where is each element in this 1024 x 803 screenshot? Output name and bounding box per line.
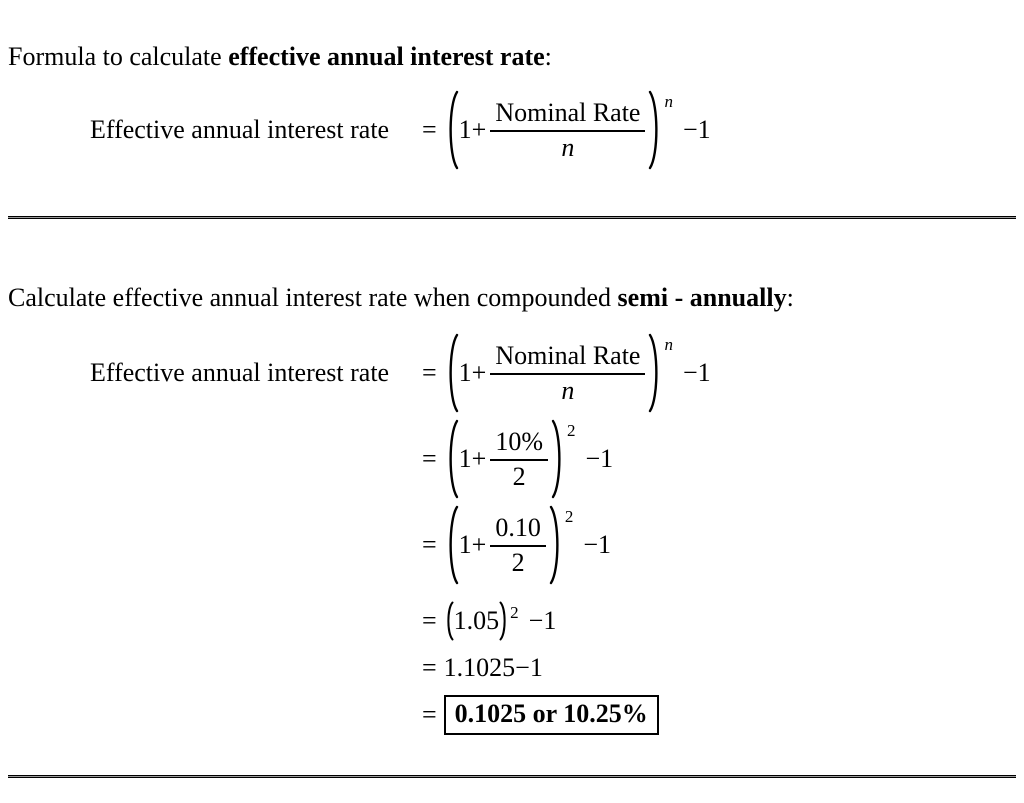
minus-one: −1 bbox=[585, 444, 614, 473]
derivation-step-4: = 1.05 2 −1 bbox=[90, 601, 711, 641]
fraction-numerator: 10% bbox=[490, 427, 549, 461]
fraction: 10% 2 bbox=[490, 427, 549, 491]
equation-rhs: = 1+ Nominal Rate n n −1 bbox=[422, 333, 711, 413]
fraction-numerator: 0.10 bbox=[490, 513, 546, 547]
minus-one: −1 bbox=[682, 115, 711, 144]
fraction: 0.10 2 bbox=[490, 513, 546, 577]
derivation-block: Effective annual interest rate = 1+ Nomi… bbox=[90, 333, 711, 735]
section1-heading-bold: effective annual interest rate bbox=[228, 42, 545, 71]
term-one-plus: 1+ bbox=[458, 115, 487, 144]
close-paren-icon bbox=[648, 90, 663, 170]
section1-heading-prefix: Formula to calculate bbox=[8, 42, 229, 71]
term-one-plus: 1+ bbox=[458, 530, 487, 559]
fraction-denominator: 2 bbox=[512, 461, 526, 491]
term-one-plus: 1+ bbox=[458, 358, 487, 387]
equals-sign: = bbox=[422, 606, 437, 635]
equals-sign: = bbox=[422, 700, 437, 729]
equation-rhs: = 1+ Nominal Rate n n −1 bbox=[422, 90, 711, 170]
derivation-step-5: = 1.1025−1 bbox=[90, 653, 711, 683]
close-paren-icon bbox=[551, 419, 566, 499]
open-paren-icon bbox=[444, 601, 454, 641]
minus-one: −1 bbox=[528, 606, 557, 635]
derivation-step-3: = 1+ 0.10 2 2 −1 bbox=[90, 505, 711, 585]
term-one-plus: 1+ bbox=[458, 444, 487, 473]
close-paren-icon bbox=[499, 601, 509, 641]
equation-lhs-label: Effective annual interest rate bbox=[90, 358, 390, 387]
base-value: 1.05 bbox=[453, 606, 500, 635]
open-paren-icon bbox=[444, 90, 459, 170]
equation-lhs: Effective annual interest rate bbox=[90, 115, 422, 145]
equation-rhs: = 0.1025 or 10.25% bbox=[422, 695, 659, 735]
exponent: 2 bbox=[510, 603, 519, 622]
final-answer-box: 0.1025 or 10.25% bbox=[443, 695, 659, 735]
section2-heading-prefix: Calculate effective annual interest rate… bbox=[8, 283, 618, 312]
horizontal-rule-bottom bbox=[8, 775, 1016, 778]
exponent: n bbox=[664, 335, 673, 354]
derivation-step-1: Effective annual interest rate = 1+ Nomi… bbox=[90, 333, 711, 413]
section2-heading-suffix: : bbox=[786, 283, 794, 312]
fraction-denominator: n bbox=[561, 132, 575, 162]
open-paren-icon bbox=[444, 419, 459, 499]
minus-one: −1 bbox=[583, 530, 612, 559]
horizontal-rule-top bbox=[8, 216, 1016, 219]
equals-sign: = bbox=[422, 444, 437, 473]
section2-heading: Calculate effective annual interest rate… bbox=[8, 282, 794, 313]
equals-sign: = bbox=[422, 530, 437, 559]
equation-lhs-label: Effective annual interest rate bbox=[90, 115, 390, 144]
open-paren-icon bbox=[444, 333, 459, 413]
equals-sign: = bbox=[422, 653, 437, 682]
equation-rhs: = 1+ 10% 2 2 −1 bbox=[422, 419, 613, 499]
equals-sign: = bbox=[422, 358, 437, 387]
fraction-numerator: Nominal Rate bbox=[490, 341, 646, 375]
section1-heading-suffix: : bbox=[544, 42, 552, 71]
open-paren-icon bbox=[444, 505, 459, 585]
derivation-step-2: = 1+ 10% 2 2 −1 bbox=[90, 419, 711, 499]
section2-heading-bold: semi - annually bbox=[617, 283, 787, 312]
close-paren-icon bbox=[549, 505, 564, 585]
fraction: Nominal Rate n bbox=[490, 341, 646, 405]
fraction-denominator: 2 bbox=[511, 547, 525, 577]
equals-sign: = bbox=[422, 115, 437, 144]
equation-rhs: = 1+ 0.10 2 2 −1 bbox=[422, 505, 611, 585]
exponent: 2 bbox=[564, 507, 574, 526]
derivation-step-6: = 0.1025 or 10.25% bbox=[90, 695, 711, 735]
fraction-numerator: Nominal Rate bbox=[490, 98, 646, 132]
formula-effective-rate: Effective annual interest rate = 1+ Nomi… bbox=[90, 90, 711, 170]
fraction-denominator: n bbox=[561, 375, 575, 405]
exponent: n bbox=[664, 92, 673, 111]
equation-lhs: Effective annual interest rate bbox=[90, 358, 422, 388]
section1-heading: Formula to calculate effective annual in… bbox=[8, 41, 552, 72]
minus-one: −1 bbox=[682, 358, 711, 387]
fraction: Nominal Rate n bbox=[490, 98, 646, 162]
equation-rhs: = 1.05 2 −1 bbox=[422, 601, 556, 641]
expression: 1.1025−1 bbox=[443, 653, 543, 682]
close-paren-icon bbox=[648, 333, 663, 413]
exponent: 2 bbox=[567, 421, 576, 440]
equation-rhs: = 1.1025−1 bbox=[422, 653, 543, 683]
